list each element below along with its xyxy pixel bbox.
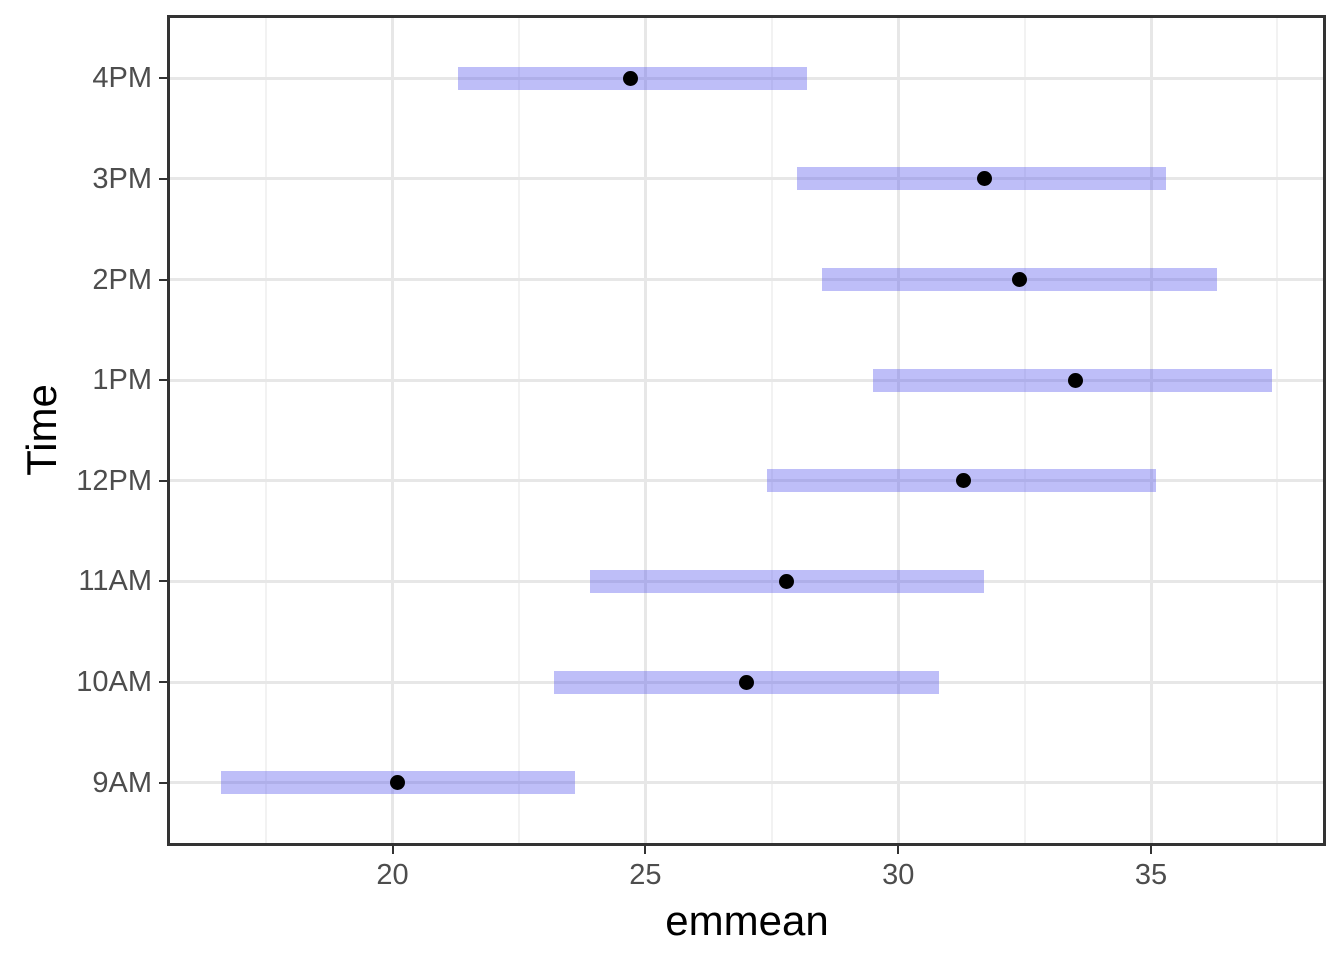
- y-tick-label-10am: 10AM: [76, 666, 152, 699]
- y-tick-label-2pm: 2PM: [92, 263, 152, 296]
- y-tick-label-12pm: 12PM: [76, 464, 152, 497]
- minor-gridline-x-22.5: [517, 18, 520, 843]
- minor-gridline-x-32.5: [1023, 18, 1026, 843]
- major-gridline-x-25: [643, 18, 647, 843]
- major-gridline-y-3pm: [170, 177, 1323, 181]
- x-tick-35: [1150, 846, 1153, 854]
- major-gridline-y-1pm: [170, 378, 1323, 382]
- x-tick-label-25: 25: [629, 859, 662, 891]
- emmean-point-12pm: [956, 473, 972, 489]
- x-tick-20: [391, 846, 394, 854]
- y-tick-10am: [159, 681, 167, 684]
- x-tick-label-30: 30: [882, 859, 915, 891]
- y-tick-label-11am: 11AM: [78, 565, 152, 598]
- y-tick-4pm: [159, 77, 167, 80]
- emmean-point-3pm: [976, 171, 992, 187]
- y-tick-12pm: [159, 479, 167, 482]
- emmean-point-11am: [779, 573, 795, 589]
- minor-gridline-x-37.5: [1276, 18, 1279, 843]
- emmean-point-10am: [739, 674, 754, 690]
- emmean-point-9am: [390, 775, 406, 791]
- x-axis-title: emmean: [665, 897, 829, 944]
- y-tick-label-3pm: 3PM: [92, 162, 152, 195]
- y-tick-2pm: [159, 278, 167, 281]
- y-axis-title: Time: [18, 384, 65, 476]
- x-tick-label-35: 35: [1134, 859, 1168, 891]
- major-gridline-x-30: [896, 18, 900, 843]
- x-tick-label-20: 20: [376, 859, 409, 891]
- x-tick-30: [897, 846, 900, 854]
- major-gridline-y-2pm: [170, 278, 1323, 282]
- emmean-point-1pm: [1067, 372, 1083, 388]
- y-tick-label-9am: 9AM: [92, 766, 152, 799]
- major-gridline-x-20: [391, 18, 394, 843]
- major-gridline-x-35: [1149, 18, 1153, 843]
- major-gridline-y-12pm: [170, 479, 1323, 483]
- major-gridline-y-4pm: [170, 76, 1323, 80]
- major-gridline-y-9am: [170, 781, 1323, 785]
- emmean-point-2pm: [1012, 272, 1028, 288]
- y-tick-3pm: [159, 177, 167, 180]
- y-tick-label-1pm: 1PM: [92, 364, 152, 397]
- plot-panel: [170, 18, 1323, 843]
- major-gridline-y-11am: [170, 579, 1323, 583]
- y-tick-11am: [159, 580, 167, 583]
- y-tick-9am: [159, 781, 167, 784]
- y-tick-label-4pm: 4PM: [92, 62, 152, 95]
- emmean-point-4pm: [622, 70, 638, 86]
- minor-gridline-x-17.5: [265, 18, 268, 843]
- y-tick-1pm: [159, 379, 167, 382]
- minor-gridline-x-27.5: [770, 18, 773, 843]
- x-tick-25: [644, 846, 647, 854]
